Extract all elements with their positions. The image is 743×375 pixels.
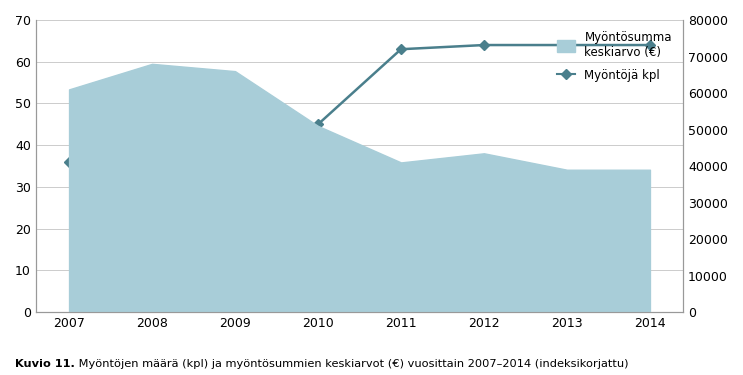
Legend: Myöntösumma
keskiarvo (€), Myöntöjä kpl: Myöntösumma keskiarvo (€), Myöntöjä kpl bbox=[553, 26, 677, 87]
Text: Myöntöjen määrä (kpl) ja myöntösummien keskiarvot (€) vuosittain 2007–2014 (inde: Myöntöjen määrä (kpl) ja myöntösummien k… bbox=[75, 359, 629, 369]
Text: Kuvio 11.: Kuvio 11. bbox=[15, 359, 75, 369]
